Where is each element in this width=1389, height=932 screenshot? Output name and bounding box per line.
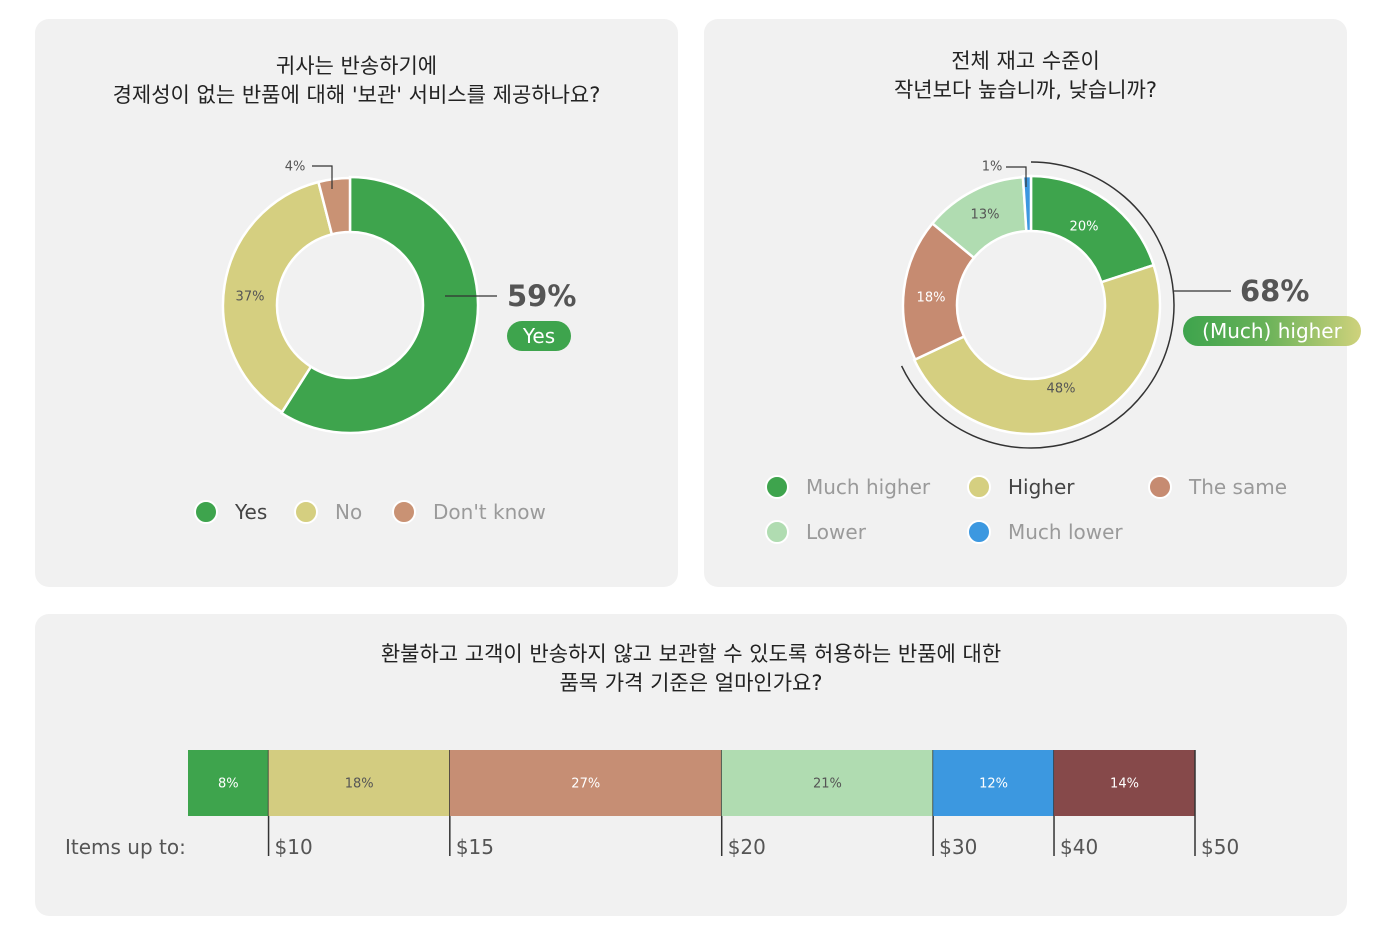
chart-panel-inventory-level: 전체 재고 수준이 작년보다 높습니까, 낮습니까? 20% 48% 18% 13% 1…	[704, 19, 1361, 587]
donut-chart-inventory-level: 20% 48% 18% 13% 1%	[900, 160, 1231, 449]
donut-slice-yes	[279, 175, 480, 435]
legend-label: The same	[1189, 475, 1288, 499]
bar-segment-label: 12%	[979, 777, 1008, 792]
slice-label-much-higher: 20%	[1070, 220, 1099, 235]
chart-title: 귀사는 반송하기에 경제성이 없는 반품에 대해 '보관' 서비스를 제공하나요…	[35, 52, 678, 110]
callout-percentage: 59%	[507, 279, 577, 313]
legend-label: Yes	[235, 500, 268, 524]
bar-segment-6	[1054, 750, 1195, 816]
legend-swatch	[392, 500, 416, 524]
slice-label-no: 37%	[236, 290, 265, 305]
legend-swatch	[765, 520, 789, 544]
price-label: $20	[727, 835, 766, 859]
legend-item-yes: Yes	[194, 500, 267, 524]
chart-title-line-1: 귀사는 반송하기에	[275, 54, 438, 78]
price-label: $30	[939, 835, 978, 859]
chart-title-line-2: 품목 가격 기준은 얼마인가요?	[559, 671, 823, 695]
slice-leader-line	[1006, 166, 1027, 187]
chart-title: 전체 재고 수준이 작년보다 높습니까, 낮습니까?	[704, 47, 1347, 105]
chart-title-line-1: 전체 재고 수준이	[951, 49, 1100, 73]
row-label: Items up to:	[65, 835, 186, 859]
chart-panel-price-threshold: 환불하고 고객이 반송하지 않고 보관할 수 있도록 허용하는 반품에 대한 품…	[35, 614, 1347, 916]
donut-slice-no	[221, 180, 334, 414]
bar-segment-label: 8%	[218, 777, 239, 792]
callout-bracket-arc	[900, 161, 1175, 449]
legend-label: Much higher	[806, 475, 931, 499]
legend-label: Higher	[1008, 475, 1075, 499]
price-label: $50	[1201, 835, 1240, 859]
legend-label: No	[335, 500, 363, 524]
legend-item-no: No	[294, 500, 362, 524]
callout-tag: (Much) higher	[1183, 316, 1361, 346]
slice-label-higher: 48%	[1047, 382, 1076, 397]
donut-slice-much-higher	[1029, 174, 1156, 284]
legend-item-higher: Higher	[967, 475, 1075, 499]
slice-label-don-t-know: 4%	[285, 160, 306, 175]
bar-segment-3	[449, 750, 722, 816]
bar-segment-5	[933, 750, 1055, 816]
legend-item-dont-know: Don't know	[392, 500, 546, 524]
price-label: $40	[1060, 835, 1099, 859]
chart-title-line-2: 작년보다 높습니까, 낮습니까?	[893, 78, 1157, 102]
slice-label-the-same: 18%	[917, 291, 946, 306]
legend-swatch	[194, 500, 218, 524]
chart-title-line-1: 환불하고 고객이 반송하지 않고 보관할 수 있도록 허용하는 반품에 대한	[380, 642, 1002, 666]
legend-swatch	[765, 475, 789, 499]
slice-label-lower: 13%	[971, 208, 1000, 223]
chart-panel-storage-service: 귀사는 반송하기에 경제성이 없는 반품에 대해 '보관' 서비스를 제공하나요…	[35, 19, 678, 587]
legend-item-the-same: The same	[1148, 475, 1287, 499]
price-label: $15	[455, 835, 494, 859]
callout-tag: Yes	[507, 321, 571, 351]
legend-swatch	[294, 500, 318, 524]
legend-swatch	[1148, 475, 1172, 499]
bar-segment-label: 14%	[1110, 777, 1139, 792]
legend-item-lower: Lower	[765, 520, 866, 544]
legend-label: Lower	[806, 520, 866, 544]
slice-leader-line	[312, 165, 333, 189]
legend-label: Don't know	[433, 500, 546, 524]
chart-title-line-2: 경제성이 없는 반품에 대해 '보관' 서비스를 제공하나요?	[112, 83, 601, 107]
price-label: $10	[274, 835, 313, 859]
stacked-bar-price-threshold: 8% 18% 27% 21% 12% 14%	[188, 750, 1196, 856]
bar-segment-1	[188, 750, 269, 816]
bar-segment-2	[268, 750, 450, 816]
callout-percentage: 68%	[1240, 274, 1310, 308]
bar-segment-4	[721, 750, 934, 816]
bar-segment-label: 27%	[571, 777, 600, 792]
bar-segment-label: 21%	[813, 777, 842, 792]
donut-slice-don-t-know	[316, 176, 352, 236]
bar-segment-label: 18%	[345, 777, 374, 792]
donut-chart-storage-service: 37% 4%	[221, 160, 497, 435]
slice-label-much-lower: 1%	[982, 160, 1003, 175]
legend-swatch	[967, 520, 991, 544]
legend-swatch	[967, 475, 991, 499]
chart-title: 환불하고 고객이 반송하지 않고 보관할 수 있도록 허용하는 반품에 대한 품…	[35, 640, 1347, 698]
legend-label: Much lower	[1008, 520, 1123, 544]
legend-item-much-higher: Much higher	[765, 475, 930, 499]
donut-slice-higher	[912, 263, 1162, 436]
legend-item-much-lower: Much lower	[967, 520, 1123, 544]
